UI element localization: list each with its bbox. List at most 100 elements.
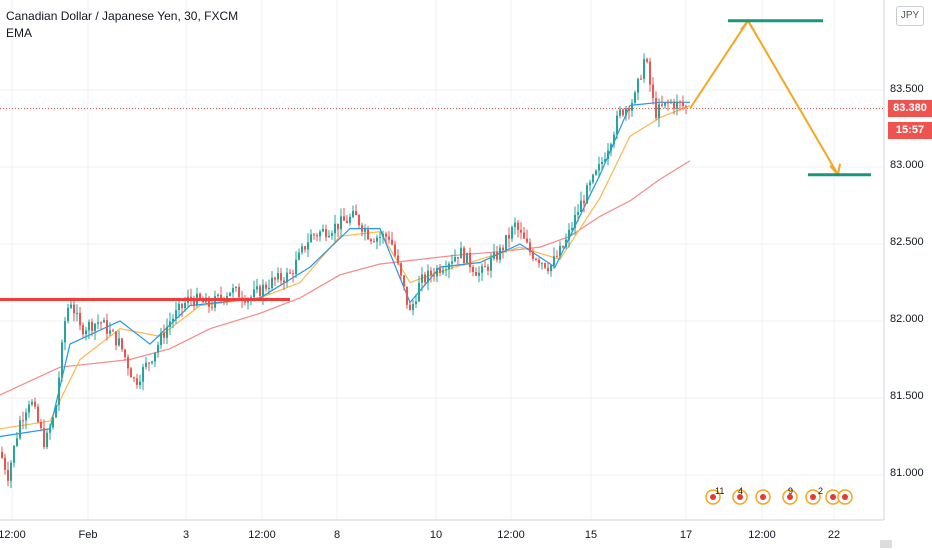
- candle-body: [112, 330, 114, 332]
- event-count: 4: [738, 486, 744, 496]
- candle-body: [529, 242, 531, 253]
- candle-body: [406, 286, 408, 305]
- candle-body: [514, 222, 516, 228]
- event-icon-dot: [830, 494, 836, 500]
- candle-body: [427, 270, 429, 283]
- candle-body: [565, 239, 567, 248]
- candle-body: [655, 98, 657, 118]
- countdown-tag: 15:57: [895, 124, 925, 136]
- candle-body: [451, 261, 453, 264]
- candle-body: [169, 321, 171, 327]
- candle-body: [505, 234, 507, 250]
- candle-body: [103, 320, 105, 323]
- candle-body: [301, 246, 303, 253]
- candle-body: [517, 222, 519, 230]
- candle-body: [310, 234, 312, 243]
- candle-body: [610, 144, 612, 151]
- candle-body: [391, 239, 393, 245]
- candle-body: [358, 215, 360, 226]
- candle-body: [367, 229, 369, 240]
- candle-body: [340, 216, 342, 230]
- candle-body: [175, 310, 177, 319]
- candle-body: [394, 244, 396, 256]
- candle-body: [106, 320, 108, 334]
- candle-body: [523, 232, 525, 239]
- candle-body: [562, 246, 564, 248]
- candle-body: [388, 236, 390, 240]
- candle-body: [274, 277, 276, 280]
- candle-body: [145, 362, 147, 367]
- last-price-tag-bg: [888, 100, 932, 117]
- candle-body: [328, 235, 330, 238]
- candle-body: [469, 252, 471, 268]
- time-tick-label: 10: [429, 529, 443, 541]
- candle-body: [619, 109, 621, 116]
- candle-body: [679, 101, 681, 103]
- candle-body: [436, 268, 438, 277]
- candle-body: [397, 255, 399, 264]
- candle-body: [403, 275, 405, 287]
- event-icon-dot: [760, 494, 766, 500]
- candle-body: [319, 231, 321, 237]
- candle-body: [232, 288, 234, 293]
- candle-body: [61, 342, 63, 378]
- candle-body: [682, 102, 684, 107]
- currency-button[interactable]: JPY: [896, 6, 924, 26]
- candle-body: [646, 59, 648, 62]
- candle-body: [379, 236, 381, 238]
- candle-body: [598, 164, 600, 171]
- time-tick-label: 12:00: [0, 529, 26, 541]
- candle-body: [172, 318, 174, 322]
- candle-body: [100, 322, 102, 324]
- price-tick-label: 83.000: [890, 159, 924, 171]
- candle-body: [256, 286, 258, 290]
- candle-body: [664, 102, 666, 106]
- candle-body: [475, 271, 477, 276]
- time-tick-label: 15: [584, 529, 598, 541]
- candle-body: [343, 216, 345, 221]
- settings-icon[interactable]: [880, 540, 892, 548]
- candle-body: [25, 412, 27, 421]
- candle-body: [193, 299, 195, 306]
- candle-body: [574, 214, 576, 229]
- candle-body: [496, 252, 498, 260]
- candle-body: [142, 366, 144, 382]
- candle-body: [55, 404, 57, 418]
- candle-body: [685, 106, 687, 108]
- candle-body: [661, 104, 663, 106]
- candle-body: [532, 252, 534, 259]
- symbol-title: Canadian Dollar / Japanese Yen, 30, FXCM: [6, 9, 239, 23]
- event-icon-dot: [810, 494, 816, 500]
- candle-body: [577, 212, 579, 215]
- candle-body: [91, 321, 93, 331]
- price-tick-label: 83.500: [890, 83, 924, 95]
- ema-mid-line: [0, 104, 691, 430]
- candle-body: [541, 263, 543, 265]
- ema-slow-line: [0, 160, 691, 396]
- candle-body: [628, 108, 630, 111]
- candle-body: [238, 286, 240, 298]
- candle-body: [493, 252, 495, 259]
- candle-body: [430, 270, 432, 276]
- candle-body: [292, 273, 294, 275]
- candle-body: [424, 274, 426, 283]
- candle-body: [277, 273, 279, 280]
- candle-body: [415, 301, 417, 305]
- candle-body: [376, 237, 378, 242]
- candle-body: [259, 286, 261, 296]
- candle-body: [298, 252, 300, 260]
- candle-body: [457, 256, 459, 259]
- candle-body: [121, 338, 123, 350]
- candle-body: [304, 246, 306, 250]
- candle-body: [7, 469, 9, 481]
- candle-body: [364, 229, 366, 232]
- candle-body: [52, 417, 54, 428]
- candle-body: [19, 420, 21, 439]
- candle-body: [88, 321, 90, 331]
- candle-body: [637, 78, 639, 93]
- event-count: 2: [818, 486, 824, 496]
- time-tick-label: 12:00: [497, 529, 525, 541]
- candle-body: [307, 242, 309, 250]
- candle-body: [595, 170, 597, 175]
